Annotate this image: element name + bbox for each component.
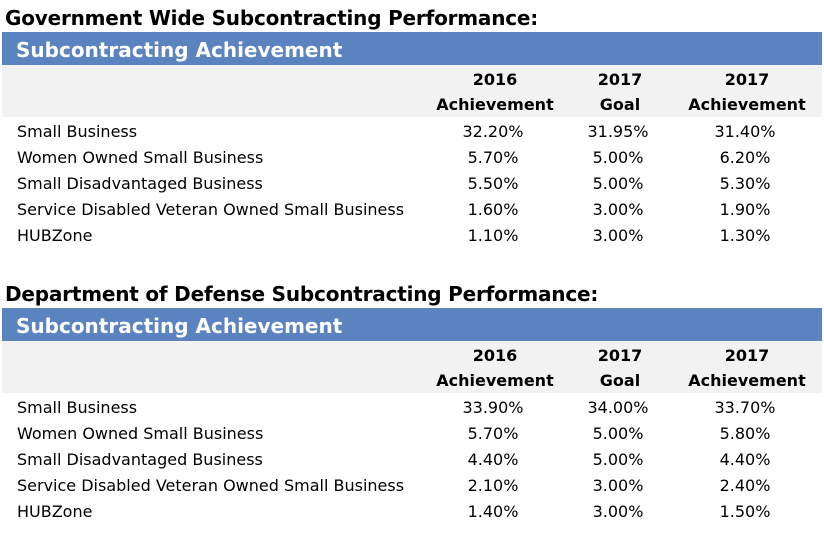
cell-2016-achievement: 2.10% <box>467 476 519 495</box>
table-row: Small Disadvantaged Business 5.50% 5.00%… <box>0 171 824 197</box>
table-row: HUBZone 1.10% 3.00% 1.30% <box>0 223 824 249</box>
cell-2017-goal: 5.00% <box>592 450 644 469</box>
column-header-line2: Achievement <box>436 95 554 114</box>
cell-2017-goal: 3.00% <box>592 476 644 495</box>
cell-2017-achievement: 31.40% <box>714 122 776 141</box>
row-label: Women Owned Small Business <box>17 424 264 443</box>
column-header-line2: Goal <box>599 95 641 114</box>
table-row: Service Disabled Veteran Owned Small Bus… <box>0 197 824 223</box>
cell-2016-achievement: 33.90% <box>462 398 524 417</box>
cell-2017-achievement: 2.40% <box>719 476 771 495</box>
cell-2017-goal: 3.00% <box>592 226 644 245</box>
column-header-line1: 2017 <box>724 346 770 365</box>
cell-2017-achievement: 33.70% <box>714 398 776 417</box>
cell-2016-achievement: 1.40% <box>467 502 519 521</box>
cell-2016-achievement: 5.70% <box>467 148 519 167</box>
row-label: Service Disabled Veteran Owned Small Bus… <box>17 200 405 219</box>
table-row: HUBZone 1.40% 3.00% 1.50% <box>0 499 824 525</box>
cell-2016-achievement: 5.50% <box>467 174 519 193</box>
column-header-line1: 2017 <box>597 70 643 89</box>
cell-2017-achievement: 4.40% <box>719 450 771 469</box>
row-label: HUBZone <box>17 502 93 521</box>
cell-2016-achievement: 1.10% <box>467 226 519 245</box>
column-header-2017-achievement: 2017 Achievement <box>672 67 822 117</box>
section-title: Department of Defense Subcontracting Per… <box>5 282 599 306</box>
table-row: Service Disabled Veteran Owned Small Bus… <box>0 473 824 499</box>
column-header-line2: Achievement <box>688 371 806 390</box>
row-label: HUBZone <box>17 226 93 245</box>
cell-2017-achievement: 1.50% <box>719 502 771 521</box>
cell-2017-goal: 5.00% <box>592 148 644 167</box>
row-label: Small Business <box>17 122 138 141</box>
column-header-2016-achievement: 2016 Achievement <box>420 343 570 393</box>
column-header-2017-goal: 2017 Goal <box>565 67 675 117</box>
row-label: Small Disadvantaged Business <box>17 450 263 469</box>
government-wide-section: Government Wide Subcontracting Performan… <box>0 4 824 249</box>
cell-2016-achievement: 4.40% <box>467 450 519 469</box>
table-row: Small Business 33.90% 34.00% 33.70% <box>0 395 824 421</box>
row-label: Women Owned Small Business <box>17 148 264 167</box>
cell-2016-achievement: 32.20% <box>462 122 524 141</box>
column-header-line2: Achievement <box>436 371 554 390</box>
cell-2017-achievement: 5.30% <box>719 174 771 193</box>
data-rows: Small Business 33.90% 34.00% 33.70% Wome… <box>0 395 824 525</box>
cell-2017-achievement: 1.90% <box>719 200 771 219</box>
column-header-row: 2016 Achievement 2017 Goal 2017 Achievem… <box>2 65 822 117</box>
achievement-banner: Subcontracting Achievement <box>2 32 822 65</box>
column-header-2016-achievement: 2016 Achievement <box>420 67 570 117</box>
cell-2016-achievement: 1.60% <box>467 200 519 219</box>
cell-2017-goal: 31.95% <box>587 122 649 141</box>
column-header-line1: 2017 <box>724 70 770 89</box>
department-of-defense-section: Department of Defense Subcontracting Per… <box>0 280 824 525</box>
table-row: Small Business 32.20% 31.95% 31.40% <box>0 119 824 145</box>
column-header-line1: 2017 <box>597 346 643 365</box>
cell-2016-achievement: 5.70% <box>467 424 519 443</box>
table-row: Women Owned Small Business 5.70% 5.00% 5… <box>0 421 824 447</box>
column-header-2017-goal: 2017 Goal <box>565 343 675 393</box>
row-label: Small Business <box>17 398 138 417</box>
column-header-2017-achievement: 2017 Achievement <box>672 343 822 393</box>
row-label: Small Disadvantaged Business <box>17 174 263 193</box>
column-header-line1: 2016 <box>472 70 518 89</box>
cell-2017-achievement: 5.80% <box>719 424 771 443</box>
cell-2017-achievement: 6.20% <box>719 148 771 167</box>
column-header-row: 2016 Achievement 2017 Goal 2017 Achievem… <box>2 341 822 393</box>
column-header-line1: 2016 <box>472 346 518 365</box>
achievement-banner: Subcontracting Achievement <box>2 308 822 341</box>
row-label: Service Disabled Veteran Owned Small Bus… <box>17 476 405 495</box>
cell-2017-goal: 3.00% <box>592 502 644 521</box>
cell-2017-goal: 5.00% <box>592 174 644 193</box>
cell-2017-goal: 5.00% <box>592 424 644 443</box>
table-row: Women Owned Small Business 5.70% 5.00% 6… <box>0 145 824 171</box>
cell-2017-achievement: 1.30% <box>719 226 771 245</box>
section-title: Government Wide Subcontracting Performan… <box>5 6 539 30</box>
table-row: Small Disadvantaged Business 4.40% 5.00%… <box>0 447 824 473</box>
data-rows: Small Business 32.20% 31.95% 31.40% Wome… <box>0 119 824 249</box>
column-header-line2: Achievement <box>688 95 806 114</box>
cell-2017-goal: 34.00% <box>587 398 649 417</box>
column-header-line2: Goal <box>599 371 641 390</box>
cell-2017-goal: 3.00% <box>592 200 644 219</box>
